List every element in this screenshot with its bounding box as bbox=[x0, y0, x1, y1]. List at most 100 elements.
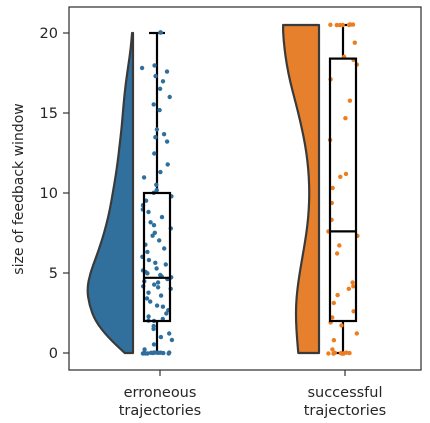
data-point bbox=[154, 182, 159, 187]
data-point bbox=[159, 214, 165, 220]
x-tick-label: erroneous bbox=[124, 385, 197, 401]
data-point bbox=[153, 73, 158, 79]
data-point bbox=[331, 351, 336, 356]
data-point bbox=[151, 323, 156, 329]
x-tick-label: trajectories bbox=[119, 403, 201, 419]
data-point bbox=[330, 185, 335, 191]
y-tick-label: 5 bbox=[49, 266, 58, 282]
data-point bbox=[334, 251, 340, 256]
y-tick-label: 0 bbox=[49, 346, 58, 362]
data-point bbox=[347, 22, 352, 27]
data-point bbox=[146, 209, 151, 215]
data-point bbox=[148, 220, 153, 225]
data-point bbox=[164, 311, 169, 316]
box-iqr bbox=[328, 57, 358, 323]
data-point bbox=[164, 69, 170, 74]
data-point bbox=[160, 79, 166, 84]
data-point bbox=[165, 162, 170, 167]
data-point bbox=[158, 293, 164, 298]
data-point bbox=[146, 314, 151, 319]
data-point bbox=[344, 350, 349, 355]
data-point bbox=[154, 188, 159, 193]
data-point bbox=[330, 347, 335, 352]
data-point bbox=[346, 286, 351, 291]
data-point bbox=[330, 315, 335, 320]
data-point bbox=[163, 262, 168, 267]
data-point bbox=[161, 132, 167, 137]
data-point bbox=[335, 292, 340, 298]
data-point bbox=[145, 249, 150, 255]
data-point bbox=[339, 323, 344, 328]
data-point bbox=[350, 280, 355, 285]
data-point bbox=[158, 169, 163, 175]
data-point bbox=[160, 304, 166, 309]
data-point bbox=[152, 282, 157, 287]
data-point bbox=[140, 351, 146, 356]
data-point bbox=[354, 331, 359, 336]
data-point bbox=[156, 350, 161, 355]
y-tick-label: 20 bbox=[40, 26, 58, 42]
data-point bbox=[161, 350, 166, 356]
data-point bbox=[157, 107, 162, 113]
data-point bbox=[151, 102, 156, 107]
y-tick-label: 10 bbox=[40, 186, 58, 202]
data-point bbox=[167, 331, 172, 336]
raincloud-group bbox=[86, 30, 175, 356]
raincloud-group bbox=[282, 22, 360, 356]
data-point bbox=[151, 342, 157, 347]
y-axis: 0 5 10 15 20 bbox=[40, 26, 69, 362]
plot-content bbox=[86, 22, 360, 356]
data-point bbox=[144, 296, 150, 301]
x-axis: erroneous trajectories successful trajector… bbox=[119, 370, 386, 419]
data-point bbox=[152, 151, 157, 156]
data-point bbox=[152, 63, 157, 68]
violin-half bbox=[282, 23, 321, 355]
data-point bbox=[343, 171, 349, 177]
data-point bbox=[351, 309, 356, 314]
violin-half bbox=[86, 31, 135, 355]
data-point bbox=[139, 65, 145, 71]
data-point bbox=[167, 350, 172, 355]
data-point bbox=[151, 223, 157, 228]
data-point bbox=[350, 22, 356, 27]
data-point bbox=[167, 94, 172, 100]
data-point bbox=[331, 300, 336, 306]
y-tick-label: 15 bbox=[40, 106, 58, 122]
data-point bbox=[152, 350, 157, 355]
data-point bbox=[146, 290, 151, 295]
data-point bbox=[337, 243, 342, 248]
x-tick-label: successful bbox=[307, 385, 382, 401]
data-point bbox=[326, 351, 331, 356]
data-point bbox=[154, 127, 160, 132]
data-point bbox=[152, 230, 157, 235]
data-point bbox=[155, 285, 161, 290]
data-point bbox=[148, 299, 153, 304]
data-point bbox=[141, 175, 147, 180]
data-point bbox=[352, 40, 357, 45]
data-point bbox=[158, 30, 163, 35]
data-point bbox=[169, 337, 175, 343]
data-point bbox=[154, 303, 160, 308]
data-point bbox=[155, 280, 161, 285]
data-point bbox=[142, 347, 147, 352]
plot-frame bbox=[68, 6, 422, 371]
x-tick-label: trajectories bbox=[304, 403, 386, 419]
data-point bbox=[158, 272, 163, 278]
box-iqr bbox=[142, 191, 172, 323]
data-point bbox=[331, 338, 337, 343]
y-axis-label: size of feedback window bbox=[11, 103, 27, 274]
data-point bbox=[164, 139, 170, 144]
data-point bbox=[157, 86, 163, 92]
data-point bbox=[145, 351, 150, 356]
data-point bbox=[157, 238, 162, 243]
data-point bbox=[148, 350, 154, 355]
data-point bbox=[334, 22, 339, 28]
data-point bbox=[340, 22, 345, 28]
data-point bbox=[338, 174, 343, 179]
data-point bbox=[347, 98, 353, 103]
data-point bbox=[343, 116, 348, 121]
data-point bbox=[158, 334, 164, 340]
data-point bbox=[351, 284, 356, 289]
data-point bbox=[146, 257, 152, 263]
